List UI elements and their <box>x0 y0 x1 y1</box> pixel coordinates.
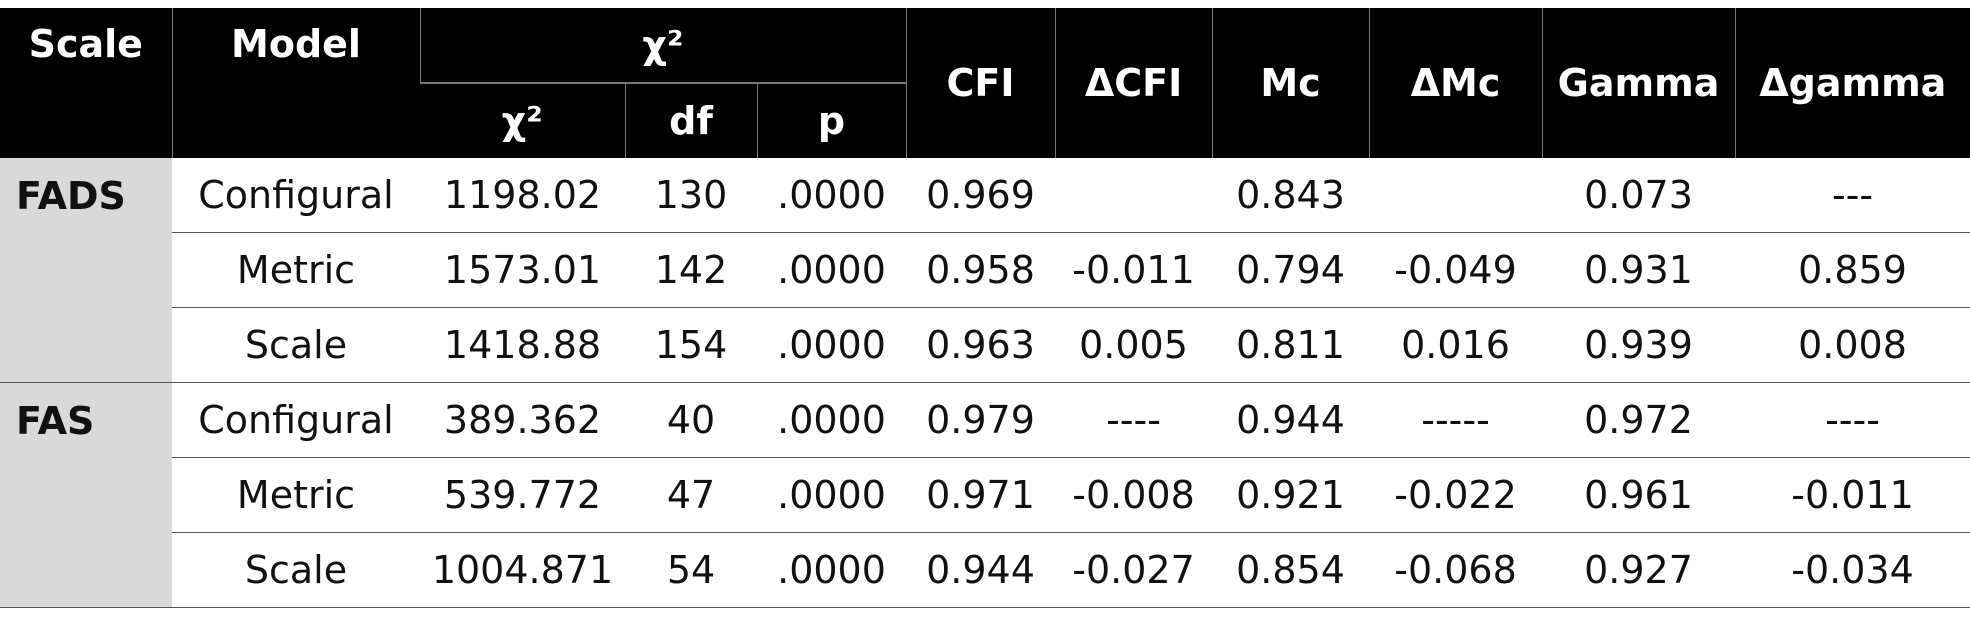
df-cell: 154 <box>625 307 757 383</box>
table-row: Scale 1004.871 54.0000 0.944 -0.027 0.854 -0.0… <box>0 532 1970 608</box>
model-cell: Metric <box>172 232 420 308</box>
mc-cell: 0.944 <box>1212 382 1370 458</box>
header-chi-square-group: χ² <box>419 8 907 84</box>
gamma-cell: 0.931 <box>1542 232 1736 308</box>
scale-cell: FAS <box>0 382 172 608</box>
mc-cell: 0.843 <box>1212 158 1370 233</box>
model-cell: Configural <box>172 382 420 458</box>
df-cell: 142 <box>625 232 757 308</box>
table-row: FAS Configural 389.362 40.0000 0.979 ---- 0.94… <box>0 382 1970 608</box>
header-delta-mc: ΔMc <box>1368 8 1543 158</box>
invariance-table: Scale Model χ² CFI ΔCFI Mc ΔMc Gamma Δga… <box>0 8 1970 608</box>
scale-cell: FADS <box>0 158 172 383</box>
dgamma-cell: -0.011 <box>1735 457 1970 533</box>
model-cell: Metric <box>172 457 420 533</box>
cfi-cell: 0.958 <box>906 232 1056 308</box>
header-gamma: Gamma <box>1541 8 1736 158</box>
mc-cell: 0.854 <box>1212 532 1370 608</box>
header-model: Model <box>171 8 420 158</box>
dmc-cell: 0.016 <box>1369 307 1543 383</box>
dgamma-cell: --- <box>1735 158 1970 233</box>
mc-cell: 0.921 <box>1212 457 1370 533</box>
cfi-cell: 0.979 <box>906 382 1056 458</box>
table-row: FADS Configural 1198.02 130.0000 0.969 0.843 0… <box>0 158 1970 383</box>
p-cell: .0000 <box>757 532 907 608</box>
gamma-cell: 0.073 <box>1542 158 1736 233</box>
header-cfi: CFI <box>905 8 1056 158</box>
p-cell: .0000 <box>757 457 907 533</box>
df-cell: 130 <box>625 158 757 233</box>
gamma-cell: 0.939 <box>1542 307 1736 383</box>
cfi-cell: 0.969 <box>906 158 1056 233</box>
dgamma-cell: 0.859 <box>1735 232 1970 308</box>
chi-cell: 1004.871 <box>420 532 625 608</box>
dgamma-cell: 0.008 <box>1735 307 1970 383</box>
dcfi-cell: ---- <box>1055 382 1213 458</box>
cfi-cell: 0.944 <box>906 532 1056 608</box>
df-cell: 47 <box>625 457 757 533</box>
df-cell: 40 <box>625 382 757 458</box>
p-cell: .0000 <box>757 232 907 308</box>
table-row: Metric 1573.01 142.0000 0.958 -0.011 0.794 -0.… <box>0 232 1970 308</box>
dcfi-cell <box>1055 158 1213 233</box>
model-cell: Scale <box>172 307 420 383</box>
dmc-cell: -0.049 <box>1369 232 1543 308</box>
chi-cell: 1418.88 <box>420 307 625 383</box>
dcfi-cell: -0.027 <box>1055 532 1213 608</box>
cfi-cell: 0.963 <box>906 307 1056 383</box>
dcfi-cell: -0.008 <box>1055 457 1213 533</box>
dmc-cell: -0.022 <box>1369 457 1543 533</box>
dgamma-cell: ---- <box>1735 382 1970 458</box>
table-body: FADS Configural 1198.02 130.0000 0.969 0.843 0… <box>0 158 1970 608</box>
model-cell: Scale <box>172 532 420 608</box>
dmc-cell: -0.068 <box>1369 532 1543 608</box>
dgamma-cell: -0.034 <box>1735 532 1970 608</box>
mc-cell: 0.794 <box>1212 232 1370 308</box>
table-row: Scale 1418.88 154.0000 0.963 0.005 0.811 0.016… <box>0 307 1970 383</box>
df-cell: 54 <box>625 532 757 608</box>
chi-cell: 1198.02 <box>420 158 625 233</box>
header-mc: Mc <box>1211 8 1370 158</box>
chi-cell: 539.772 <box>420 457 625 533</box>
gamma-cell: 0.972 <box>1542 382 1736 458</box>
model-cell: Configural <box>172 158 420 233</box>
header-chi-square: χ² <box>420 83 625 158</box>
table-row: Metric 539.772 47.0000 0.971 -0.008 0.921 -0.0… <box>0 457 1970 533</box>
p-cell: .0000 <box>757 307 907 383</box>
dmc-cell <box>1369 158 1543 233</box>
p-cell: .0000 <box>757 158 907 233</box>
mc-cell: 0.811 <box>1212 307 1370 383</box>
p-cell: .0000 <box>757 382 907 458</box>
header-df: df <box>624 83 757 158</box>
chi-cell: 1573.01 <box>420 232 625 308</box>
header-p: p <box>756 83 907 158</box>
header-delta-gamma: Δgamma <box>1734 8 1970 158</box>
header-delta-cfi: ΔCFI <box>1054 8 1213 158</box>
dcfi-cell: -0.011 <box>1055 232 1213 308</box>
chi-cell: 389.362 <box>420 382 625 458</box>
cfi-cell: 0.971 <box>906 457 1056 533</box>
gamma-cell: 0.927 <box>1542 532 1736 608</box>
dcfi-cell: 0.005 <box>1055 307 1213 383</box>
header-scale: Scale <box>0 8 172 158</box>
dmc-cell: ----- <box>1369 382 1543 458</box>
gamma-cell: 0.961 <box>1542 457 1736 533</box>
